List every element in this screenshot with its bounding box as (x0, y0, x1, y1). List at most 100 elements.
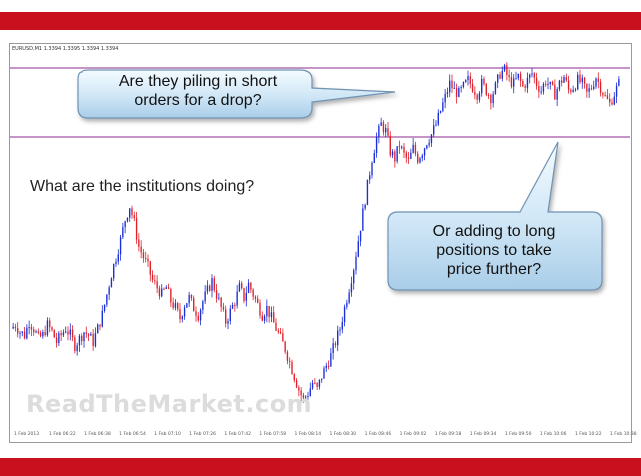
candle-bull (494, 82, 497, 94)
candle-bull (183, 307, 186, 317)
candle-bull (410, 152, 412, 159)
time-axis-label: 1 Feb 08:46 (364, 432, 392, 437)
callout-long-text: Or adding to long positions to take pric… (388, 222, 600, 279)
candle-bull (481, 78, 483, 94)
candle-bear (261, 315, 263, 321)
candle-bull (227, 320, 229, 324)
candle-bear (545, 83, 547, 85)
candle-bull (218, 297, 220, 299)
time-axis-label: 1 Feb 09:34 (469, 432, 497, 437)
candle-bear (252, 289, 254, 297)
candle-bull (385, 128, 387, 133)
candle-bull (19, 332, 21, 334)
candle-bear (44, 331, 46, 336)
candle-bull (115, 261, 117, 265)
candle-bull (419, 158, 421, 163)
time-axis-label: 1 Feb 06:22 (49, 432, 76, 437)
candle-bull (412, 144, 414, 153)
candle-bull (542, 83, 545, 92)
candle-bull (531, 73, 533, 75)
candle-bull (350, 283, 353, 293)
candle-bear (606, 95, 609, 99)
candle-bear (398, 146, 401, 148)
candle-bull (378, 125, 380, 138)
candle-bear (289, 360, 291, 363)
candle-bull (577, 74, 579, 90)
candle-bear (209, 285, 211, 291)
institutions-question: What are the institutions doing? (30, 178, 255, 195)
callout-long-line-1: Or adding to long (432, 223, 556, 240)
candle-bear (295, 380, 298, 388)
candle-bear (51, 327, 53, 330)
candle-bear (522, 80, 524, 87)
candle-bull (332, 343, 334, 354)
candle-bear (279, 331, 282, 334)
candle-bull (266, 305, 268, 317)
candle-bull (126, 217, 129, 222)
candle-bear (33, 329, 35, 333)
candle-bull (231, 304, 234, 309)
candle-bull (101, 310, 103, 327)
candle-bear (140, 246, 142, 253)
candle-bull (375, 137, 378, 154)
candle-bull (174, 303, 177, 308)
candle-bull (435, 124, 437, 126)
candle-bull (339, 329, 341, 331)
candle-bull (117, 254, 119, 262)
candle-bear (487, 94, 490, 96)
candle-bear (257, 298, 259, 303)
candle-bull (204, 291, 206, 302)
time-axis-label: 1 Feb 09:02 (399, 432, 427, 437)
candle-bull (28, 326, 30, 328)
candle-bear (471, 83, 474, 92)
candle-bull (348, 292, 350, 303)
candle-bear (403, 146, 405, 153)
candle-bear (37, 331, 39, 333)
candle-bull (380, 122, 382, 126)
candle-bull (305, 396, 307, 398)
candle-bear (67, 331, 69, 335)
candle-bear (590, 88, 593, 90)
candle-bull (581, 77, 583, 83)
candle-bull (270, 312, 273, 318)
candle-bull (355, 256, 357, 271)
candle-bull (437, 112, 439, 125)
candle-bear (565, 76, 567, 81)
candle-bear (99, 324, 101, 327)
candle-bear (177, 303, 179, 310)
candle-bull (357, 241, 359, 257)
candle-bull (444, 93, 446, 103)
candle-bull (574, 89, 577, 91)
header-red-bar (0, 12, 641, 30)
candle-bull (501, 70, 503, 79)
time-axis-label: 1 Feb 09:50 (504, 432, 532, 437)
candle-bull (396, 146, 398, 162)
candle-bear (286, 351, 289, 361)
candle-bear (579, 74, 581, 83)
candle-bull (426, 145, 428, 149)
candle-bull (371, 162, 373, 176)
candle-bull (323, 368, 325, 379)
candle-bear (14, 326, 17, 329)
candle-bull (346, 302, 348, 307)
candle-bear (524, 86, 526, 88)
footer-red-bar (0, 458, 641, 476)
candle-bear (190, 294, 193, 299)
candle-bull (330, 353, 332, 367)
candle-bear (81, 335, 83, 342)
candle-bull (211, 278, 213, 291)
candle-bull (321, 378, 323, 380)
candle-bear (167, 287, 170, 289)
candle-bull (202, 301, 204, 310)
candle-bull (391, 151, 394, 156)
candle-bear (87, 334, 90, 336)
candle-bull (453, 87, 455, 89)
candle-bear (273, 312, 275, 323)
candle-bull (236, 291, 238, 306)
time-axis-label: 1 Feb 08:30 (329, 432, 357, 437)
candle-bear (55, 337, 58, 344)
candle-bull (341, 322, 343, 330)
candle-bull (549, 81, 551, 84)
candle-bear (17, 328, 19, 334)
candle-bear (474, 91, 476, 95)
